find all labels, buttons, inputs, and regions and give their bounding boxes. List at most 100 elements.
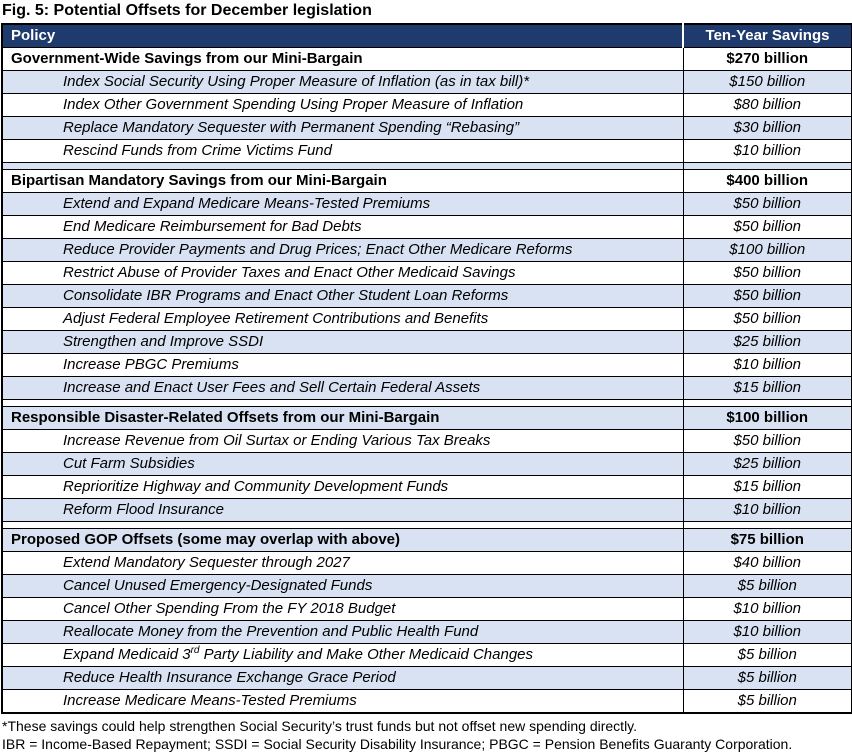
- savings-cell: $50 billion: [682, 307, 852, 331]
- savings-cell: $5 billion: [682, 643, 852, 667]
- policy-cell: Cut Farm Subsidies: [1, 452, 684, 476]
- policy-cell: Adjust Federal Employee Retirement Contr…: [1, 307, 684, 331]
- policy-row: End Medicare Reimbursement for Bad Debts…: [1, 215, 852, 239]
- policy-row: Replace Mandatory Sequester with Permane…: [1, 116, 852, 140]
- section-header-row: Responsible Disaster-Related Offsets fro…: [1, 406, 852, 430]
- policy-row: Adjust Federal Employee Retirement Contr…: [1, 307, 852, 331]
- footnotes: *These savings could help strengthen Soc…: [0, 714, 852, 753]
- policy-cell: Reallocate Money from the Prevention and…: [1, 620, 684, 644]
- footnote-abbreviations: IBR = Income-Based Repayment; SSDI = Soc…: [2, 736, 793, 752]
- savings-cell: $10 billion: [682, 620, 852, 644]
- section-header-row: Proposed GOP Offsets (some may overlap w…: [1, 528, 852, 552]
- policy-cell: Responsible Disaster-Related Offsets fro…: [1, 406, 684, 430]
- policy-row: Reduce Health Insurance Exchange Grace P…: [1, 666, 852, 690]
- savings-cell: $5 billion: [682, 689, 852, 714]
- policy-cell: Reform Flood Insurance: [1, 498, 684, 522]
- policy-cell: Replace Mandatory Sequester with Permane…: [1, 116, 684, 140]
- policy-cell: Strengthen and Improve SSDI: [1, 330, 684, 354]
- savings-cell: $10 billion: [682, 139, 852, 163]
- savings-cell: $25 billion: [682, 452, 852, 476]
- policy-cell: Expand Medicaid 3rd Party Liability and …: [1, 643, 684, 667]
- policy-cell: Reprioritize Highway and Community Devel…: [1, 475, 684, 499]
- policy-cell: Extend Mandatory Sequester through 2027: [1, 551, 684, 575]
- savings-cell: $50 billion: [682, 192, 852, 216]
- savings-cell: $100 billion: [682, 238, 852, 262]
- section-header-row: Government-Wide Savings from our Mini-Ba…: [1, 47, 852, 71]
- policy-cell: Cancel Other Spending From the FY 2018 B…: [1, 597, 684, 621]
- policy-cell: Government-Wide Savings from our Mini-Ba…: [1, 47, 684, 71]
- policy-row: Increase and Enact User Fees and Sell Ce…: [1, 376, 852, 400]
- policy-row: Cancel Other Spending From the FY 2018 B…: [1, 597, 852, 621]
- savings-cell: $100 billion: [682, 406, 852, 430]
- policy-cell: End Medicare Reimbursement for Bad Debts: [1, 215, 684, 239]
- policy-row: Rescind Funds from Crime Victims Fund $10…: [1, 139, 852, 163]
- savings-cell: $400 billion: [682, 169, 852, 193]
- savings-cell: $270 billion: [682, 47, 852, 71]
- policy-cell: Increase Medicare Means-Tested Premiums: [1, 689, 684, 714]
- policy-cell: [1, 521, 684, 529]
- policy-row: Restrict Abuse of Provider Taxes and Ena…: [1, 261, 852, 285]
- policy-cell: Increase and Enact User Fees and Sell Ce…: [1, 376, 684, 400]
- policy-row: Index Social Security Using Proper Measu…: [1, 70, 852, 94]
- savings-cell: $5 billion: [682, 574, 852, 598]
- policy-row: Strengthen and Improve SSDI $25 billion: [1, 330, 852, 354]
- savings-cell: $30 billion: [682, 116, 852, 140]
- policy-cell: Restrict Abuse of Provider Taxes and Ena…: [1, 261, 684, 285]
- policy-cell: [1, 162, 684, 170]
- policy-row: Reprioritize Highway and Community Devel…: [1, 475, 852, 499]
- policy-row: Reallocate Money from the Prevention and…: [1, 620, 852, 644]
- policy-row: Cancel Unused Emergency-Designated Funds…: [1, 574, 852, 598]
- policy-row: Reduce Provider Payments and Drug Prices…: [1, 238, 852, 262]
- savings-cell: $10 billion: [682, 597, 852, 621]
- policy-cell: Increase PBGC Premiums: [1, 353, 684, 377]
- policy-row: Index Other Government Spending Using Pr…: [1, 93, 852, 117]
- policy-cell: Consolidate IBR Programs and Enact Other…: [1, 284, 684, 308]
- policy-cell: Proposed GOP Offsets (some may overlap w…: [1, 528, 684, 552]
- table-body: Government-Wide Savings from our Mini-Ba…: [1, 47, 852, 714]
- policy-row: Extend and Expand Medicare Means-Tested …: [1, 192, 852, 216]
- policy-row: Extend Mandatory Sequester through 2027 $…: [1, 551, 852, 575]
- policy-cell: Index Other Government Spending Using Pr…: [1, 93, 684, 117]
- policy-row: Expand Medicaid 3rd Party Liability and …: [1, 643, 852, 667]
- policy-row: Consolidate IBR Programs and Enact Other…: [1, 284, 852, 308]
- policy-column-header: Policy: [1, 23, 684, 48]
- savings-column-header: Ten-Year Savings: [682, 23, 852, 48]
- policy-cell: Rescind Funds from Crime Victims Fund: [1, 139, 684, 163]
- savings-cell: $40 billion: [682, 551, 852, 575]
- savings-cell: $75 billion: [682, 528, 852, 552]
- policy-row: Increase PBGC Premiums $10 billion: [1, 353, 852, 377]
- policy-cell: Reduce Provider Payments and Drug Prices…: [1, 238, 684, 262]
- policy-cell: Cancel Unused Emergency-Designated Funds: [1, 574, 684, 598]
- savings-cell: $15 billion: [682, 475, 852, 499]
- savings-cell: $15 billion: [682, 376, 852, 400]
- policy-cell: [1, 399, 684, 407]
- figure-title: Fig. 5: Potential Offsets for December l…: [2, 2, 372, 19]
- savings-cell: $50 billion: [682, 261, 852, 285]
- savings-cell: $80 billion: [682, 93, 852, 117]
- section-header-row: Bipartisan Mandatory Savings from our Mi…: [1, 169, 852, 193]
- footnote-asterisk: *These savings could help strengthen Soc…: [2, 718, 638, 734]
- savings-cell: $10 billion: [682, 498, 852, 522]
- policy-row: Increase Revenue from Oil Surtax or Endi…: [1, 429, 852, 453]
- spacer-row: [1, 521, 852, 529]
- savings-cell: $50 billion: [682, 429, 852, 453]
- policy-row: Cut Farm Subsidies $25 billion: [1, 452, 852, 476]
- savings-cell: $10 billion: [682, 353, 852, 377]
- savings-cell: [682, 162, 852, 170]
- spacer-row: [1, 399, 852, 407]
- savings-cell: $5 billion: [682, 666, 852, 690]
- offsets-table: Policy Ten-Year Savings Government-Wide …: [1, 23, 852, 714]
- policy-row: Reform Flood Insurance $10 billion: [1, 498, 852, 522]
- savings-cell: [682, 521, 852, 529]
- savings-cell: [682, 399, 852, 407]
- spacer-row: [1, 162, 852, 170]
- policy-cell: Reduce Health Insurance Exchange Grace P…: [1, 666, 684, 690]
- savings-cell: $50 billion: [682, 284, 852, 308]
- policy-cell: Index Social Security Using Proper Measu…: [1, 70, 684, 94]
- savings-cell: $150 billion: [682, 70, 852, 94]
- policy-cell: Bipartisan Mandatory Savings from our Mi…: [1, 169, 684, 193]
- policy-cell: Increase Revenue from Oil Surtax or Endi…: [1, 429, 684, 453]
- policy-cell: Extend and Expand Medicare Means-Tested …: [1, 192, 684, 216]
- table-header-row: Policy Ten-Year Savings: [1, 23, 852, 48]
